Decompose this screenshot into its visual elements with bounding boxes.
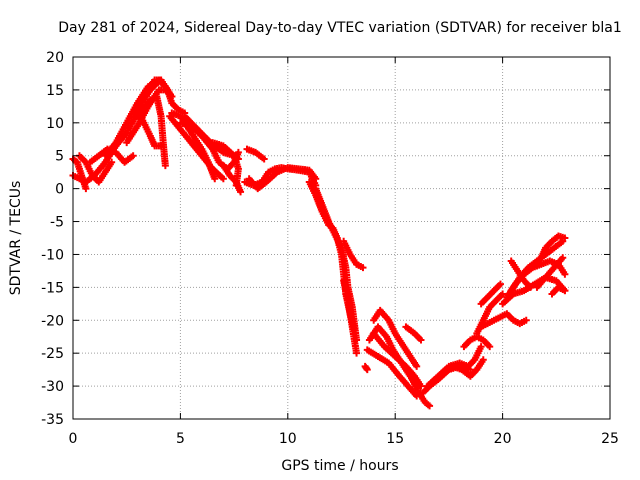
axis-ticks: 0 5 10 15 20 25 -35 -30 -25 -20 -15 -10 -5 0 5 10 15 20 [41,50,619,447]
series-arc-08 [133,106,165,150]
series-arc-36 [477,280,504,308]
series-arc-33 [460,333,494,351]
series-arc-21 [340,237,367,272]
series-arc-04 [86,145,137,166]
data-point [522,316,530,324]
data-point [559,254,567,262]
data-point [479,356,487,364]
data-point [477,343,485,351]
x-tick-label: 5 [176,431,185,447]
y-tick-label: -30 [41,379,64,395]
series-arc-02 [69,155,90,193]
x-tick-label: 25 [601,431,619,447]
data-point [413,362,421,370]
data-point [561,287,569,295]
series-arc-16 [243,145,268,163]
x-tick-label: 0 [69,431,78,447]
series-arc-32 [441,356,487,380]
y-tick-label: 10 [46,116,64,132]
chart-title: Day 281 of 2024, Sidereal Day-to-day VTE… [58,20,621,36]
y-tick-label: 5 [55,149,64,165]
data-point [82,185,90,193]
data-point [499,290,507,298]
data-point [108,158,116,166]
series-arc-35 [473,290,507,337]
data-point [527,283,535,291]
series-arc-40 [507,257,535,291]
data-point [359,264,367,272]
y-tick-label: 0 [55,182,64,198]
data-point [561,270,569,278]
series-arc-23 [361,362,371,374]
series-arc-27 [365,323,421,390]
y-tick-label: -20 [41,313,64,329]
data-point [219,175,227,183]
data-point [486,343,494,351]
data-point [129,152,137,160]
x-tick-label: 20 [494,431,512,447]
y-tick-label: -35 [41,412,64,428]
plot-frame [72,56,611,420]
x-tick-label: 15 [386,431,404,447]
data-point [234,148,242,156]
data-point [353,349,361,357]
x-tick-label: 10 [279,431,297,447]
series-arc-41 [531,232,569,268]
y-tick-label: -5 [50,215,64,231]
series-arc-15 [219,162,245,196]
data-point [161,162,169,170]
data-point [157,142,165,150]
data-point [363,366,371,374]
series-arc-25 [363,346,421,400]
data-points [69,76,569,410]
series-arc-18 [245,164,320,193]
series-arc-42 [533,254,567,291]
y-tick-label: -15 [41,280,64,296]
y-axis-label: SDTVAR / TECUs [8,181,24,296]
y-tick-label: -25 [41,346,64,362]
y-tick-label: 15 [46,83,64,99]
grid-lines [73,57,610,419]
data-point [260,155,268,163]
data-point [211,175,219,183]
data-point [561,234,569,242]
data-point [312,175,320,183]
series-arc-22 [340,277,361,357]
series-arc-31 [423,343,485,390]
data-point [496,280,504,288]
data-point [426,402,434,410]
x-axis-label: GPS time / hours [281,458,398,474]
data-point [417,336,425,344]
y-tick-label: -10 [41,247,64,263]
y-tick-label: 20 [46,50,64,66]
series-arc-43 [548,283,569,298]
series-arc-09 [144,76,189,117]
series-arc-28 [402,323,425,344]
data-point [237,188,245,196]
series-arc-26 [370,306,421,370]
